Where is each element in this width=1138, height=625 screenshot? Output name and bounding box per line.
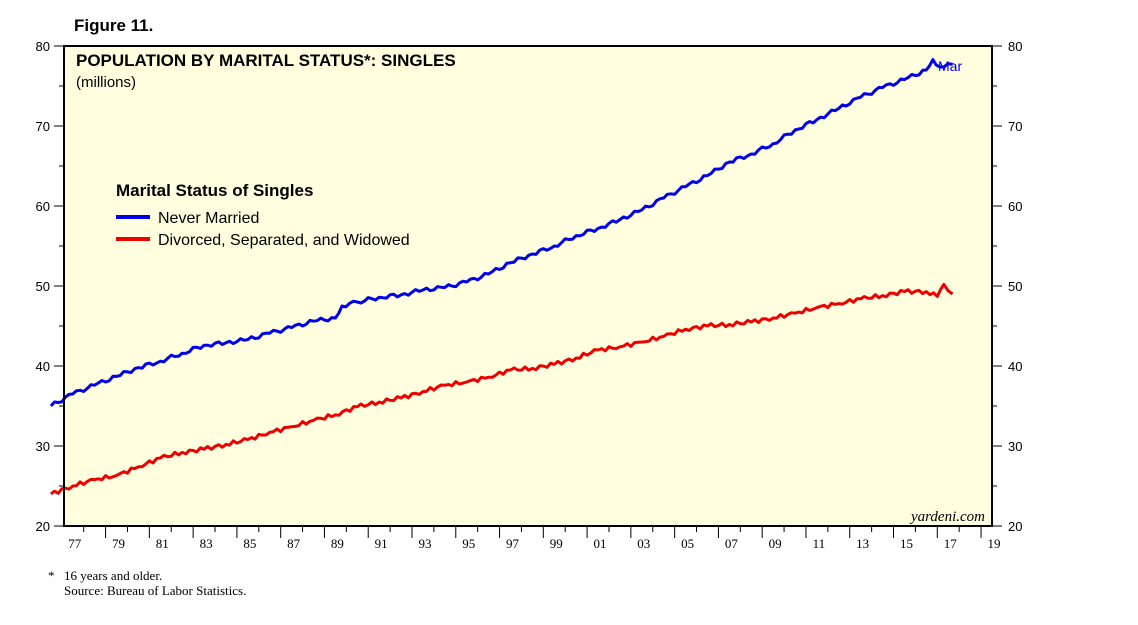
y-tick-label-left: 70 [36, 119, 50, 134]
legend-title: Marital Status of Singles [116, 181, 313, 200]
x-tick-label: 77 [68, 536, 82, 551]
x-tick-label: 87 [287, 536, 301, 551]
legend: Marital Status of Singles Never Married … [116, 181, 410, 249]
x-tick-label: 17 [944, 536, 958, 551]
footnote-source-line: Source: Bureau of Labor Statistics. [48, 583, 246, 598]
y-tick-label-right: 40 [1008, 359, 1022, 374]
y-tick-label-right: 70 [1008, 119, 1022, 134]
figure-label: Figure 11. [74, 16, 154, 35]
x-tick-label: 13 [856, 536, 869, 551]
y-tick-label-left: 50 [36, 279, 50, 294]
series-layer [49, 58, 954, 496]
footnote-source: Source: Bureau of Labor Statistics. [64, 583, 247, 598]
y-tick-label-left: 30 [36, 439, 50, 454]
x-tick-label: 79 [112, 536, 125, 551]
plot-frame [63, 45, 993, 527]
footnote-note: 16 years and older. [64, 568, 163, 583]
x-tick-label: 83 [200, 536, 213, 551]
x-tick-label: 81 [156, 536, 169, 551]
x-tick-label: 95 [462, 536, 475, 551]
axes: 20 20 30 30 40 40 50 50 60 60 70 70 80 80 77 79 81 83 85 87… [36, 39, 1023, 551]
x-tick-label: 07 [725, 536, 739, 551]
chart-subtitle: (millions) [76, 74, 136, 91]
y-tick-label-right: 60 [1008, 199, 1022, 214]
y-tick-label-right: 80 [1008, 39, 1022, 54]
y-tick-label-left: 60 [36, 199, 50, 214]
series-line-divorced-separated-widowed [49, 282, 954, 496]
plot-area [64, 46, 992, 526]
x-tick-label: 85 [243, 536, 256, 551]
y-tick-label-left: 40 [36, 359, 50, 374]
x-tick-label: 89 [331, 536, 344, 551]
x-tick-label: 09 [769, 536, 782, 551]
series-line-never-married [49, 58, 953, 408]
end-annotation: Mar [938, 58, 962, 74]
y-tick-label-left: 80 [36, 39, 50, 54]
legend-label-never-married: Never Married [158, 210, 259, 227]
x-tick-label: 97 [506, 536, 520, 551]
y-tick-label-right: 30 [1008, 439, 1022, 454]
y-tick-label-right: 50 [1008, 279, 1022, 294]
footnote-note-line: * 16 years and older. [48, 568, 246, 583]
line-chart: 20 20 30 30 40 40 50 50 60 60 70 70 80 80 77 79 81 83 85 87… [36, 39, 1023, 551]
x-tick-label: 11 [813, 536, 826, 551]
x-tick-label: 03 [637, 536, 650, 551]
x-tick-label: 05 [681, 536, 694, 551]
x-tick-label: 99 [550, 536, 563, 551]
x-tick-label: 19 [988, 536, 1001, 551]
y-tick-label-left: 20 [36, 519, 50, 534]
x-tick-label: 91 [375, 536, 388, 551]
watermark: yardeni.com [909, 509, 985, 525]
x-tick-label: 15 [900, 536, 913, 551]
legend-label-divorced: Divorced, Separated, and Widowed [158, 232, 410, 249]
x-tick-label: 01 [594, 536, 607, 551]
footnote-marker: * [48, 568, 55, 583]
x-tick-label: 93 [418, 536, 431, 551]
y-tick-label-right: 20 [1008, 519, 1022, 534]
footnote: * 16 years and older. Source: Bureau of L… [48, 568, 246, 598]
chart-title: POPULATION BY MARITAL STATUS*: SINGLES [76, 51, 456, 70]
